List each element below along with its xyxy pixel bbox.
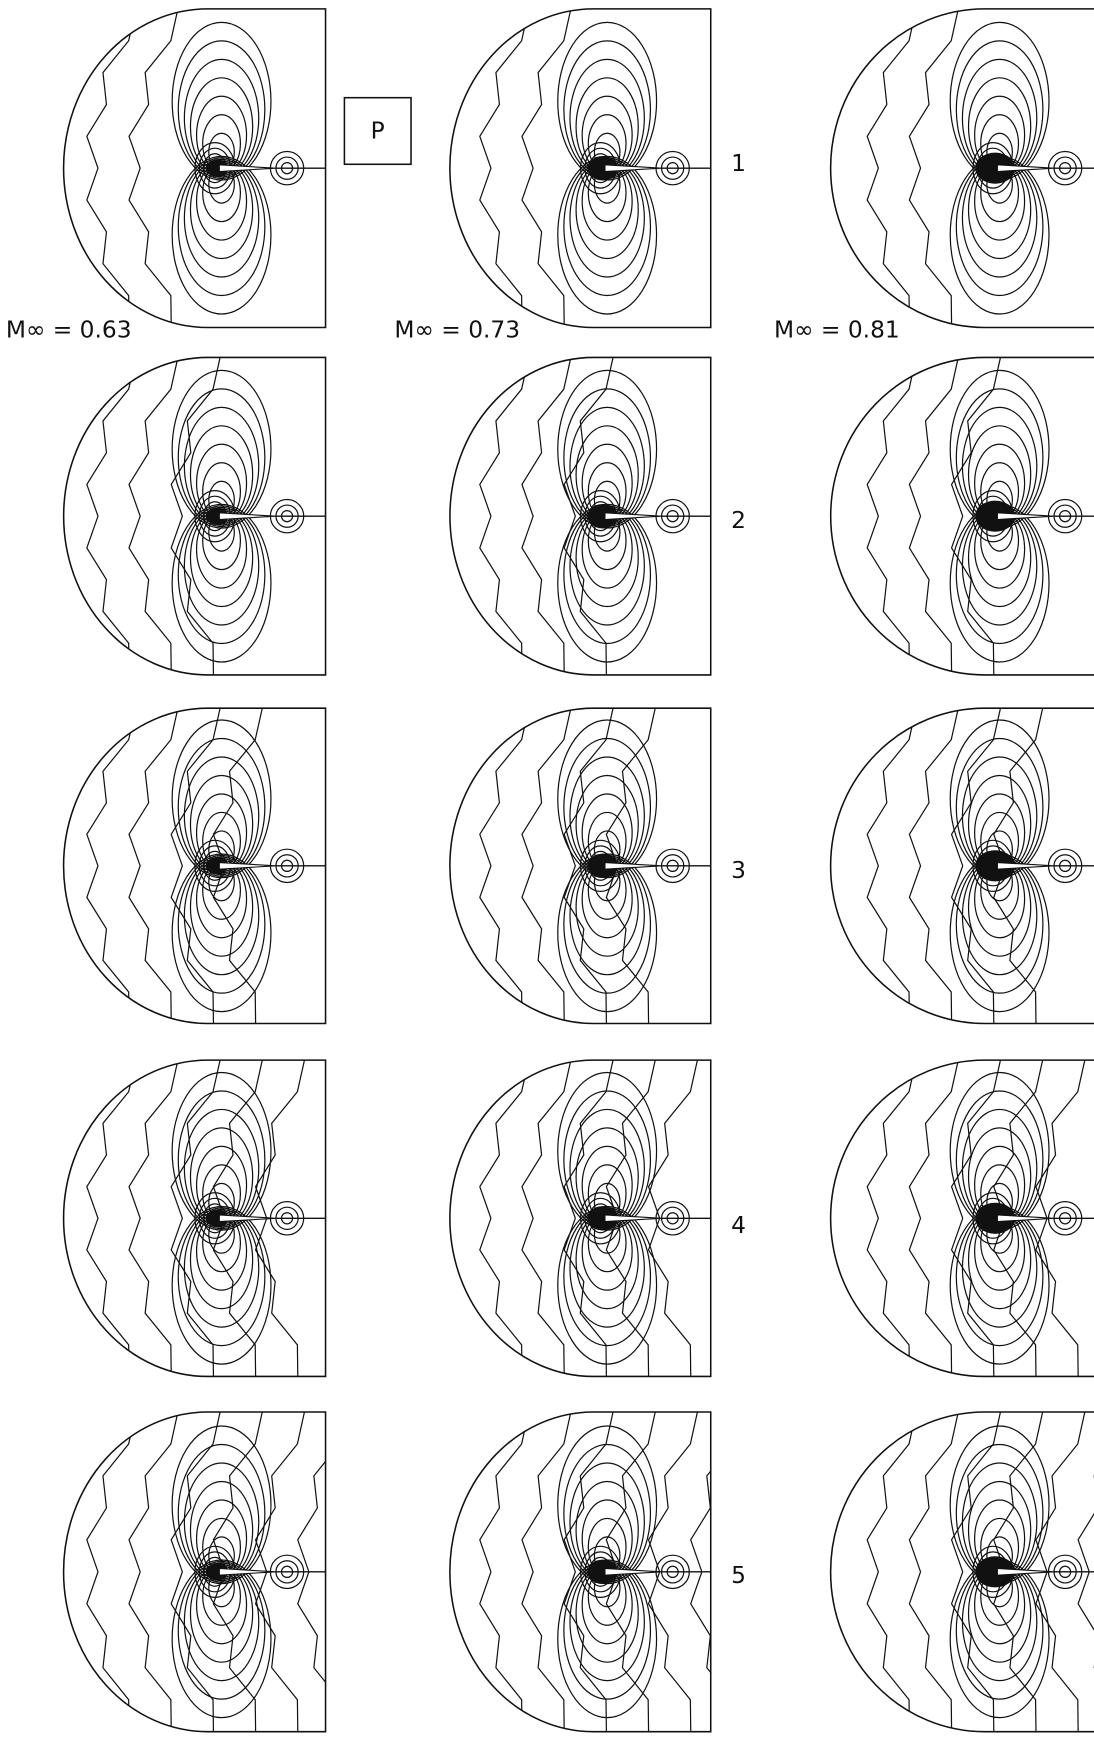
contour-line [480, 357, 529, 674]
airfoil [605, 513, 662, 520]
contour-panel [480, 1060, 711, 1376]
contour-panel [87, 708, 326, 1023]
contour-panel [87, 9, 326, 328]
contour-line [480, 1060, 529, 1376]
contour-line [87, 708, 136, 1023]
mach-label: M∞ = 0.73 [394, 316, 520, 343]
airfoil [605, 165, 662, 172]
page: {"figure": {"pressure_label": "P", "row_… [0, 0, 1094, 1745]
contour-line [129, 1412, 178, 1732]
figure: P 1 2 3 4 5 M∞ = 0.63 M∞ = 0.73 M∞ = 0.81 [0, 0, 1094, 1745]
airfoil [997, 513, 1054, 520]
airfoil [997, 165, 1054, 172]
contour-line [480, 708, 529, 1023]
contour-panel [867, 708, 1094, 1023]
contour-line [522, 708, 571, 1023]
airfoil [605, 863, 662, 870]
airfoil [997, 1215, 1054, 1222]
contour-line [909, 1060, 958, 1376]
contour-panel [87, 1412, 347, 1732]
airfoil [219, 1569, 276, 1576]
airfoil [997, 1569, 1054, 1576]
contour-panel [867, 1412, 1094, 1732]
row-label: 2 [731, 507, 746, 534]
contour-panel [867, 9, 1094, 328]
contour-line [87, 9, 136, 328]
contour-line [129, 1060, 178, 1376]
contour-line [87, 1412, 136, 1732]
contour-line [909, 708, 958, 1023]
mach-label: M∞ = 0.63 [6, 316, 132, 343]
airfoil [997, 863, 1054, 870]
contour-line [87, 357, 136, 674]
airfoil [219, 165, 276, 172]
contour-panel [867, 1060, 1094, 1376]
contour-panel [480, 357, 711, 674]
contour-line [87, 1060, 136, 1376]
contour-line [480, 1412, 529, 1732]
airfoil [605, 1569, 662, 1576]
row-label: 1 [731, 150, 746, 177]
contour-panel [480, 708, 711, 1023]
contour-line [480, 9, 529, 328]
contour-line [129, 9, 178, 328]
contour-line [909, 1412, 958, 1732]
contour-line [522, 1060, 571, 1376]
airfoil [605, 1215, 662, 1222]
contour-line [522, 1412, 571, 1732]
mach-label: M∞ = 0.81 [774, 316, 900, 343]
row-label: 4 [731, 1212, 746, 1239]
contour-line [909, 9, 958, 328]
airfoil [219, 863, 276, 870]
pressure-label: P [371, 118, 385, 145]
airfoil [219, 513, 276, 520]
row-label: 3 [731, 857, 746, 884]
contour-line [909, 357, 958, 674]
contour-panel [87, 1060, 326, 1376]
contour-panel [480, 9, 711, 328]
contour-line [522, 9, 571, 328]
contour-panel [87, 357, 326, 674]
contour-line [129, 708, 178, 1023]
contour-panel [867, 357, 1094, 674]
contour-line [129, 357, 178, 674]
airfoil [219, 1215, 276, 1222]
contour-panel [480, 1412, 740, 1732]
row-label: 5 [731, 1562, 746, 1589]
contour-line [522, 357, 571, 674]
